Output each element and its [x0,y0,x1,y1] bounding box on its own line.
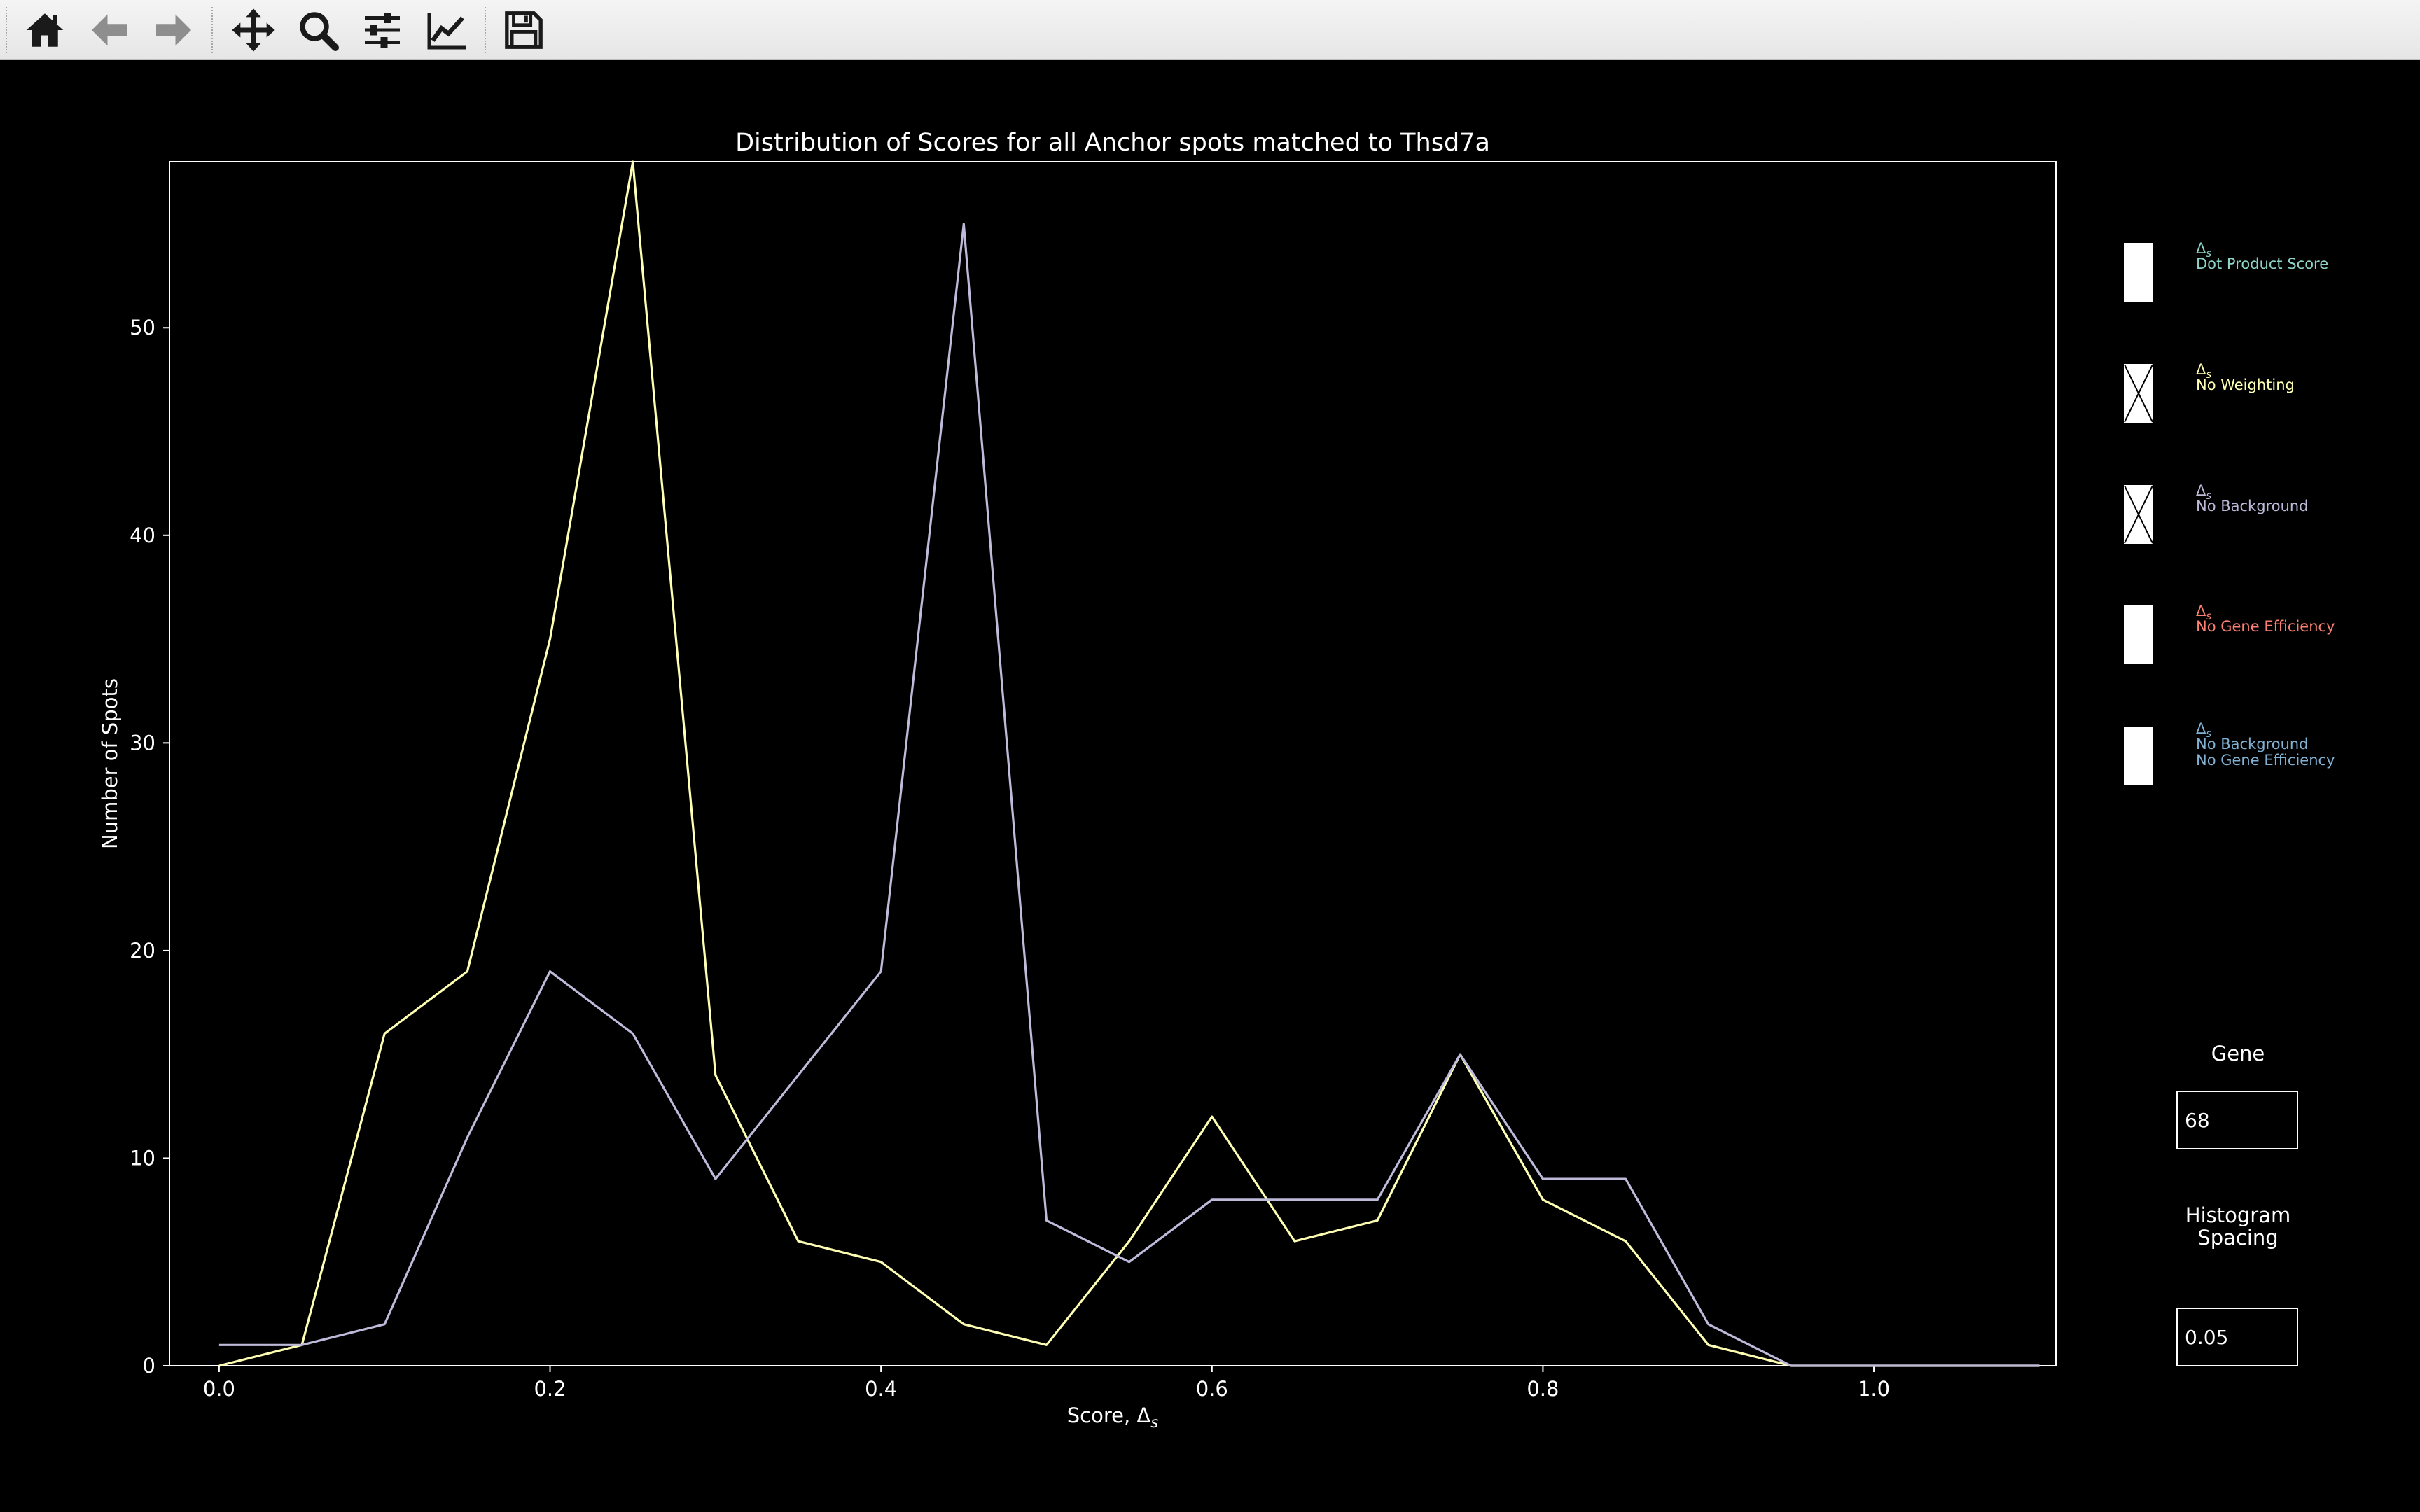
legend-symbol-subscript: s [2206,368,2211,381]
y-tick-label: 50 [130,316,155,340]
legend-label: No Weighting [2196,377,2295,393]
x-axis-label-text: Score, Δ [1067,1404,1151,1427]
legend-symbol-text: Δ [2196,361,2206,378]
y-tick-label: 30 [130,731,155,755]
home-icon [26,13,64,47]
legend-symbol-subscript: s [2206,489,2211,502]
back-button[interactable] [81,4,137,56]
y-tick-label: 20 [130,939,155,962]
x-axis-label: Score, Δs [1067,1404,1159,1431]
legend-symbol-text: Δ [2196,240,2206,257]
edit-axis-button[interactable] [419,4,475,56]
zoom-magnifier-icon [300,12,339,51]
forward-arrow-icon [156,14,191,46]
toolbar-separator [485,7,486,53]
legend-label: No Gene Efficiency [2196,752,2335,769]
legend-label: No Background [2196,736,2309,752]
legend-symbol: Δs [2196,361,2211,381]
x-axis: 0.0 0.2 0.4 0.6 0.8 1.0 [203,1366,1890,1401]
zoom-button[interactable] [290,4,346,56]
toolbar-separator [6,7,7,53]
subplots-sliders-icon [365,13,400,48]
legend-symbol-text: Δ [2196,720,2206,737]
edit-axis-lines-icon [427,13,466,50]
legend-symbol-subscript: s [2206,727,2211,740]
x-tick-label: 0.4 [865,1377,897,1401]
histogram-spacing-label-line1: Histogram [2185,1203,2291,1227]
y-tick-label: 0 [143,1354,155,1378]
save-floppy-icon [505,11,543,49]
x-tick-label: 0.0 [203,1377,235,1401]
toolbar [0,0,2420,60]
legend-label: Dot Product Score [2196,255,2328,272]
series-layer [218,160,2040,1367]
series-line-1 [218,223,2040,1367]
y-axis: 0 10 20 30 40 50 [130,316,169,1378]
legend-symbol-text: Δ [2196,603,2206,620]
legend-symbol-text: Δ [2196,482,2206,499]
series-line-0 [218,160,2040,1367]
x-tick-label: 1.0 [1858,1377,1890,1401]
x-tick-label: 0.6 [1196,1377,1228,1401]
toolbar-separator [211,7,213,53]
x-axis-label-subscript: s [1150,1414,1158,1431]
legend-symbol-subscript: s [2206,247,2211,260]
legend-symbol: Δs [2196,240,2211,260]
legend-symbol: Δs [2196,482,2211,502]
y-tick-label: 10 [130,1146,155,1170]
figure-canvas: Distribution of Scores for all Anchor sp… [98,129,2335,1431]
gene-label: Gene [2211,1042,2265,1065]
back-arrow-icon [92,14,127,46]
pan-button[interactable] [225,4,281,56]
forward-button[interactable] [146,4,202,56]
legend-symbol-subscript: s [2206,610,2211,622]
gene-input[interactable] [2176,1091,2298,1149]
legend-checkbox[interactable] [2122,725,2155,787]
checkbox-cross-mark [2124,364,2153,423]
legend-checkbox[interactable] [2122,604,2155,666]
legend-label: No Gene Efficiency [2196,618,2335,635]
legend-symbol: Δs [2196,720,2211,740]
save-button[interactable] [496,4,552,56]
histogram-spacing-label: Histogram Spacing [2143,1204,2333,1249]
checkbox-cross-mark [2124,485,2153,544]
legend-checkbox[interactable] [2122,241,2155,303]
chart-title: Distribution of Scores for all Anchor sp… [735,129,1490,157]
legend-label: No Background [2196,498,2309,514]
plot-area-frame [169,161,2057,1366]
home-button[interactable] [17,4,73,56]
y-tick-label: 40 [130,524,155,547]
y-axis-label: Number of Spots [98,678,122,849]
configure-subplots-button[interactable] [354,4,410,56]
pan-move-icon [232,8,275,52]
legend-symbol: Δs [2196,603,2211,622]
histogram-spacing-label-line2: Spacing [2197,1226,2279,1250]
x-tick-label: 0.8 [1527,1377,1559,1401]
x-tick-label: 0.2 [534,1377,566,1401]
histogram-spacing-input[interactable] [2176,1308,2298,1366]
